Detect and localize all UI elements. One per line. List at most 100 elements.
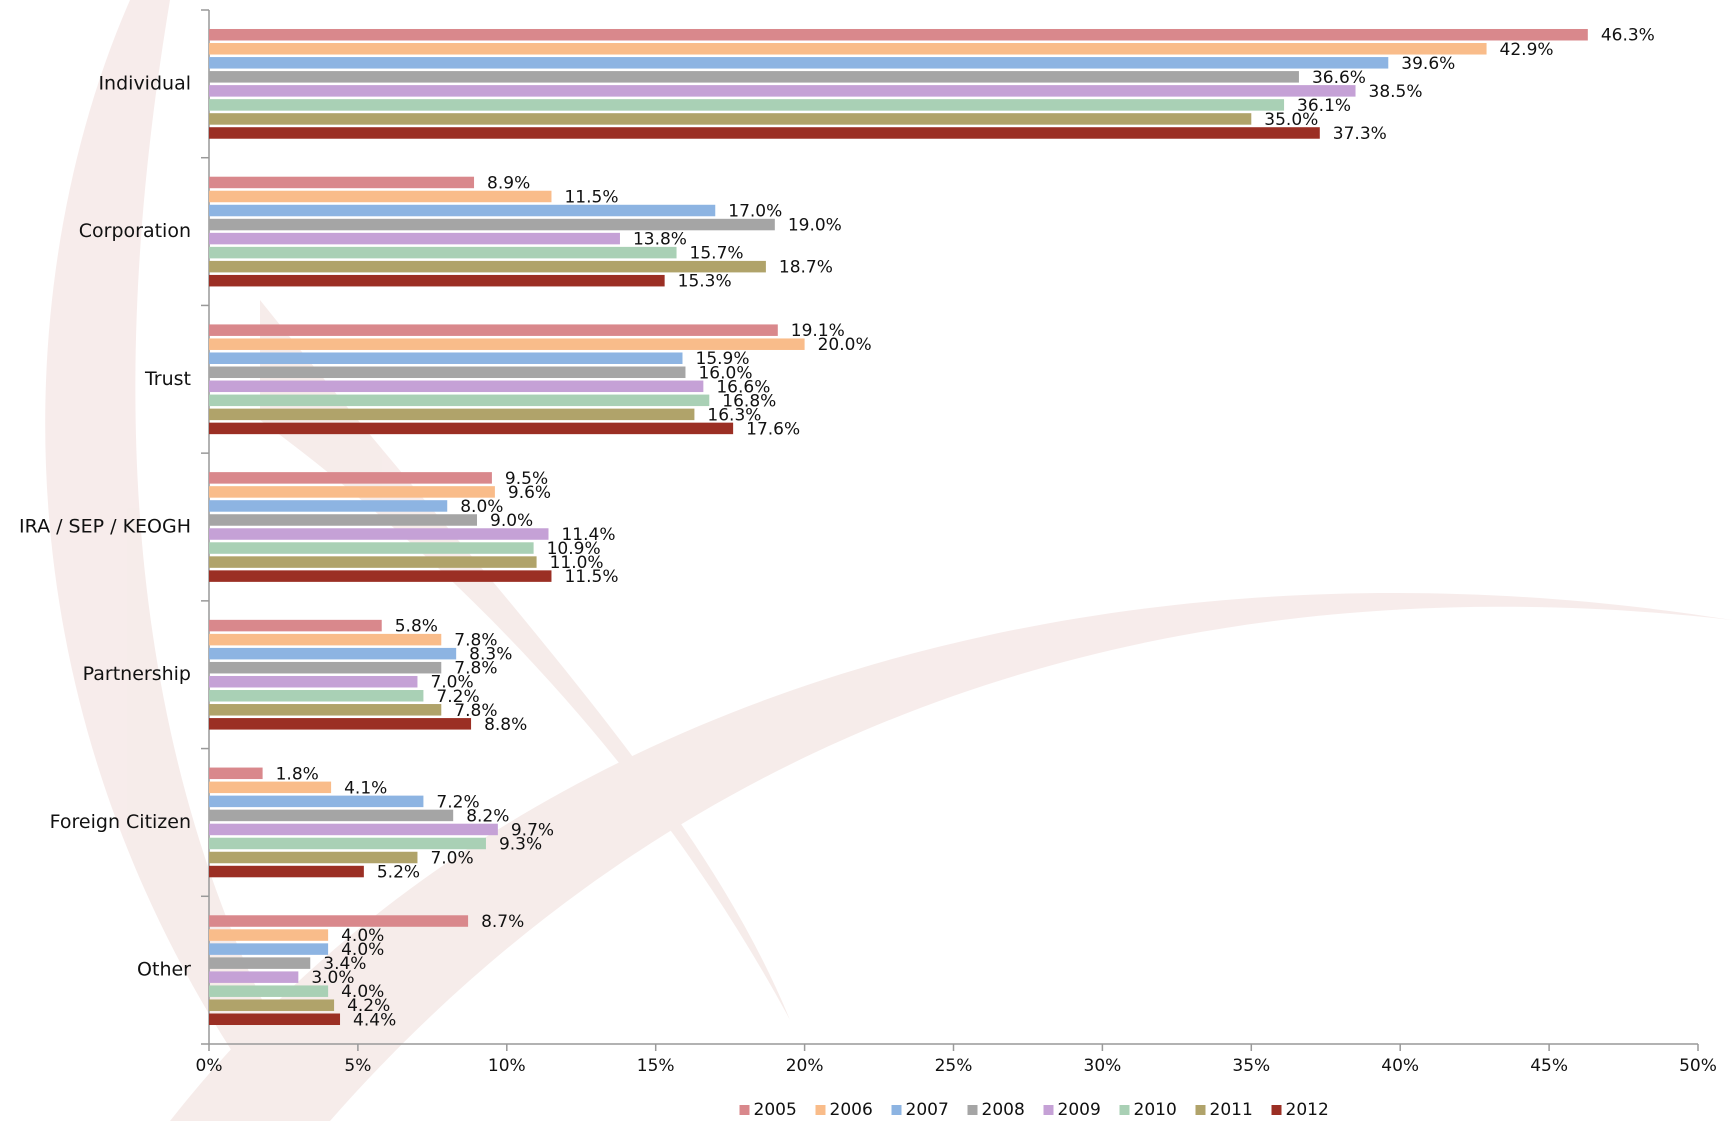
value-label: 8.7%: [481, 912, 524, 932]
value-label: 11.0%: [550, 553, 604, 573]
legend-label: 2007: [906, 1100, 949, 1120]
bar: [209, 704, 442, 716]
bar: [209, 675, 418, 688]
bar: [209, 246, 677, 259]
value-label: 16.0%: [698, 363, 752, 383]
bar: [209, 486, 495, 498]
x-tick-label: 0%: [196, 1056, 223, 1076]
bar: [209, 690, 424, 702]
bar: [209, 204, 716, 217]
bar: [209, 781, 332, 794]
bar: [209, 661, 442, 674]
value-label: 4.0%: [341, 982, 384, 1002]
bar: [209, 408, 695, 421]
bar: [209, 85, 1356, 97]
value-label: 1.8%: [276, 764, 319, 784]
bar: [209, 957, 311, 969]
bar: [209, 915, 469, 927]
value-label: 18.7%: [779, 258, 833, 278]
bar: [209, 865, 364, 878]
value-label: 5.8%: [395, 617, 438, 637]
value-label: 4.2%: [347, 996, 390, 1016]
bar: [209, 324, 778, 336]
legend-swatch: [815, 1105, 826, 1115]
category-label: Trust: [144, 368, 191, 390]
value-label: 36.1%: [1297, 96, 1351, 116]
legend-label: 2012: [1286, 1100, 1329, 1120]
legend-label: 2011: [1210, 1100, 1253, 1120]
value-label: 7.2%: [436, 687, 479, 707]
bar: [209, 556, 537, 568]
bar: [209, 570, 552, 582]
bar: [209, 619, 382, 632]
bar: [209, 422, 734, 435]
value-label: 4.4%: [353, 1010, 396, 1030]
value-label: 9.3%: [499, 834, 542, 854]
bar: [209, 718, 472, 730]
bar: [209, 929, 329, 941]
bar: [209, 127, 1320, 139]
bar: [209, 472, 492, 484]
bar: [209, 190, 552, 203]
bar: [209, 647, 457, 660]
value-label: 15.7%: [690, 244, 744, 264]
swoosh: [45, 0, 331, 1121]
bar: [209, 232, 620, 245]
bar: [209, 985, 329, 997]
value-label: 9.5%: [505, 469, 548, 489]
legend-swatch: [967, 1105, 978, 1115]
value-label: 7.0%: [430, 673, 473, 693]
value-label: 17.6%: [746, 419, 800, 439]
value-label: 11.4%: [561, 525, 615, 545]
value-label: 19.0%: [788, 216, 842, 236]
category-label: Corporation: [79, 220, 191, 242]
bar: [209, 71, 1299, 83]
bar: [209, 176, 475, 189]
value-label: 16.3%: [707, 405, 761, 425]
bar: [209, 99, 1285, 111]
bar: [209, 767, 263, 780]
value-label: 17.0%: [728, 202, 782, 222]
value-label: 16.6%: [716, 377, 770, 397]
legend-label: 2006: [830, 1100, 873, 1120]
bar: [209, 260, 766, 273]
x-tick-label: 40%: [1381, 1056, 1419, 1076]
x-tick-label: 30%: [1084, 1056, 1122, 1076]
x-tick-label: 35%: [1232, 1056, 1270, 1076]
value-label: 11.5%: [564, 187, 618, 207]
legend-swatch: [1119, 1105, 1130, 1115]
value-label: 10.9%: [547, 539, 601, 559]
bar: [209, 943, 329, 955]
bar: [209, 352, 683, 364]
x-tick-label: 5%: [344, 1056, 371, 1076]
bar: [209, 999, 335, 1011]
category-label: IRA / SEP / KEOGH: [19, 516, 191, 538]
value-label: 9.7%: [511, 820, 554, 840]
value-label: 42.9%: [1500, 40, 1554, 60]
value-label: 8.2%: [466, 806, 509, 826]
value-label: 3.4%: [323, 954, 366, 974]
x-tick-label: 25%: [935, 1056, 973, 1076]
x-tick-label: 45%: [1530, 1056, 1568, 1076]
bar: [209, 1013, 341, 1026]
bar: [209, 113, 1252, 125]
bar: [209, 274, 665, 287]
legend-swatch: [1043, 1105, 1054, 1115]
bar: [209, 43, 1487, 55]
value-label: 4.0%: [341, 940, 384, 960]
value-label: 11.5%: [564, 567, 618, 587]
bar: [209, 338, 805, 350]
value-label: 35.0%: [1264, 110, 1318, 130]
bar: [209, 851, 418, 864]
bar: [209, 57, 1389, 69]
bar: [209, 971, 299, 983]
value-label: 9.6%: [508, 483, 551, 503]
legend-swatch: [1195, 1105, 1206, 1115]
value-label: 16.8%: [722, 391, 776, 411]
legend-swatch: [739, 1105, 750, 1115]
value-label: 8.0%: [460, 497, 503, 517]
value-label: 7.8%: [454, 659, 497, 679]
value-label: 7.8%: [454, 631, 497, 651]
category-label: Foreign Citizen: [50, 811, 191, 833]
